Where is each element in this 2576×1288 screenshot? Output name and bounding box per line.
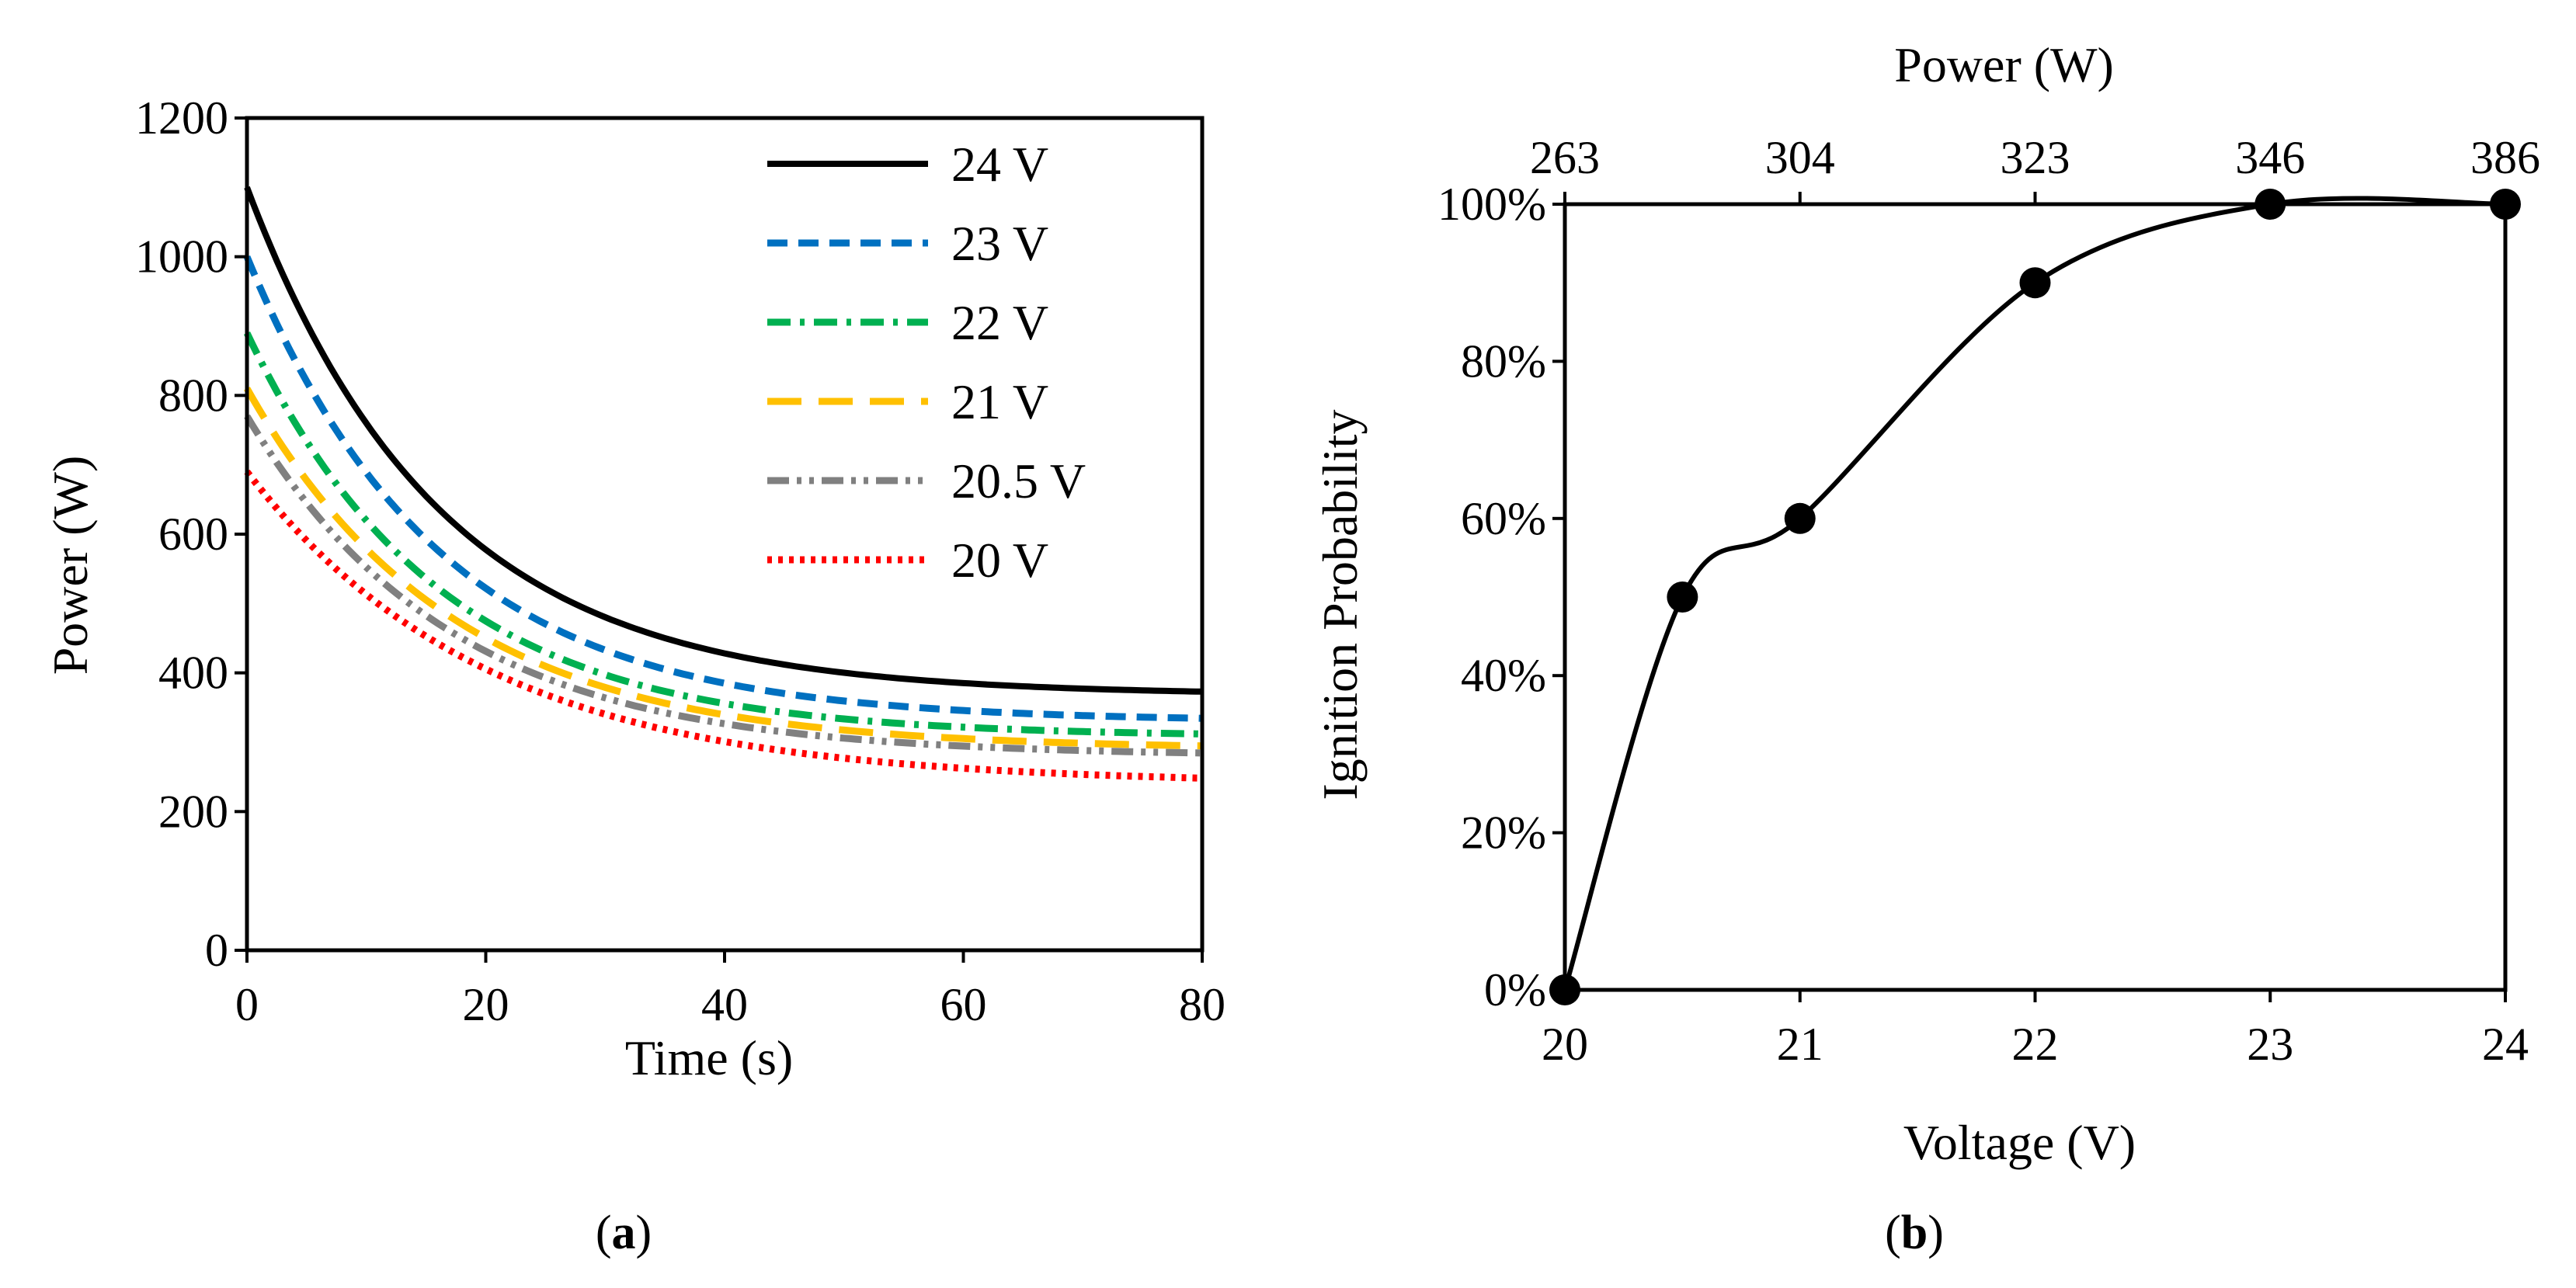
panel-b-y-tick-labels: 0% 20% 40% 60% 80% 100% [1437,179,1565,1015]
series-line-21v [244,387,1203,750]
x-tick-label: 22 [2012,1019,2059,1070]
x-tick-label: 40 [701,979,748,1030]
x-tick-label: 24 [2482,1019,2529,1070]
panel-b-x-tick-labels: 20 21 22 23 24 [1542,990,2529,1070]
legend-label: 24 V [951,137,1048,192]
y-tick-label: 0% [1484,964,1546,1015]
panel-a-series-group [243,186,1203,782]
x-tick-label: 21 [1777,1019,1823,1070]
panel-a-y-tick-labels: 0 200 400 600 800 1000 1200 [135,92,247,976]
legend-label: 21 V [951,374,1048,429]
y-tick-label: 0 [205,925,228,976]
x-tick-label: 23 [2247,1019,2293,1070]
panel-a-caption-letter: a [612,1206,636,1259]
x-tick-label: 0 [235,979,259,1030]
y-tick-label: 800 [158,370,228,421]
y-tick-label: 400 [158,647,228,699]
legend-label: 20.5 V [951,453,1086,509]
y-tick-label: 40% [1461,650,1546,701]
y-tick-label: 1200 [135,92,228,144]
x-tick-label: 20 [463,979,509,1030]
panel-b-caption-close: ) [1928,1206,1944,1259]
y-tick-label: 100% [1437,179,1546,230]
top-tick-label: 386 [2470,132,2540,183]
series-line-20v [244,469,1203,782]
panel-a-x-tick-labels: 0 20 40 60 80 [235,950,1225,1030]
top-tick-label: 323 [2001,132,2070,183]
data-point [1667,582,1698,613]
legend-label: 23 V [951,216,1048,271]
panel-b-x-axis-label: Voltage (V) [1903,1115,2136,1170]
legend-label: 20 V [951,533,1048,588]
panel-b-probability-curve [1563,196,2506,991]
panel-a-x-axis-label: Time (s) [625,1030,793,1085]
panel-a-caption-close: ) [636,1206,652,1259]
panel-a-chart: 0 200 400 600 800 1000 1200 0 20 40 60 80 Power (W… [43,92,1225,1259]
panel-a-y-axis-label: Power (W) [43,456,98,675]
series-line-24v [244,186,1203,695]
panel-b-caption-letter: b [1901,1206,1928,1259]
panel-b-data-points [1549,189,2521,1005]
y-tick-label: 1000 [135,231,228,283]
series-line-22v [243,331,1203,738]
data-point [2019,267,2051,299]
x-tick-label: 60 [940,979,987,1030]
x-tick-label: 80 [1179,979,1225,1030]
panel-b-chart: 0% 20% 40% 60% 80% 100% 20 21 22 23 24 263 304 323 3… [1312,37,2540,1259]
y-tick-label: 600 [158,509,228,560]
panel-b-top-tick-labels: 263 304 323 346 386 [1530,132,2540,204]
panel-a-caption-open: ( [596,1206,612,1259]
top-tick-label: 263 [1530,132,1600,183]
top-tick-label: 346 [2235,132,2305,183]
y-tick-label: 20% [1461,807,1546,859]
y-tick-label: 80% [1461,335,1546,387]
y-tick-label: 60% [1461,493,1546,544]
panel-a-plot-frame [245,116,1205,953]
panel-b-caption: (b) [1885,1206,1944,1259]
panel-a-caption: (a) [596,1206,652,1259]
panel-a-legend: 24 V 23 V 22 V 21 V 20.5 V 20 V [767,137,1086,588]
panel-b-top-axis-label: Power (W) [1894,37,2114,92]
x-tick-label: 20 [1542,1019,1588,1070]
panel-b-y-axis-label: Ignition Probability [1312,409,1368,800]
panel-b-caption-open: ( [1885,1206,1901,1259]
top-tick-label: 304 [1765,132,1835,183]
y-tick-label: 200 [158,786,228,837]
panel-b-plot-frame [1563,202,2508,992]
legend-label: 22 V [951,295,1048,350]
data-point [1784,502,1816,534]
